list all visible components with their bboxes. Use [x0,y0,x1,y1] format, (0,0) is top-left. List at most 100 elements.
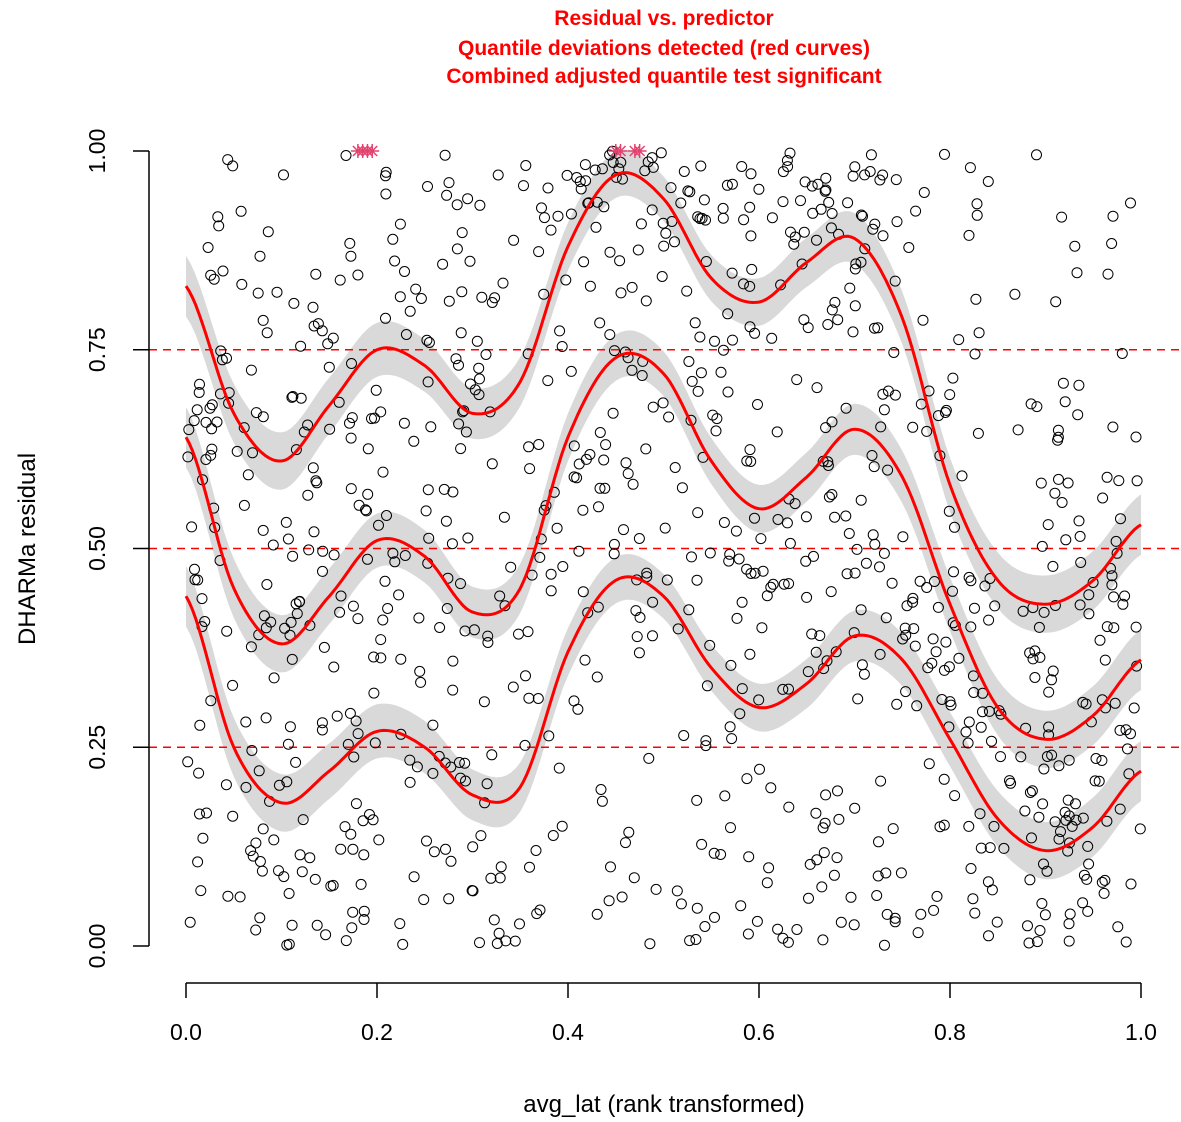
scatter-point [1050,296,1062,308]
scatter-point [829,511,841,523]
scatter-point [889,916,901,928]
scatter-point [918,187,930,198]
scatter-point [497,277,509,289]
scatter-point [494,872,506,884]
scatter-point [982,876,994,888]
scatter-point [201,807,212,819]
scatter-point [591,671,603,683]
scatter-point [817,822,829,834]
scatter-point [607,157,619,168]
scatter-point [509,935,521,947]
scatter-point [447,655,459,667]
scatter-point [197,832,209,844]
y-tick-label: 1.00 [84,129,110,174]
scatter-point [615,287,627,299]
scatter-point [534,904,546,916]
scatter-point [485,872,497,884]
scatter-point [991,916,1003,928]
scatter-point [745,168,757,180]
scatter-point [348,751,360,763]
scatter-point [453,359,464,371]
scatter-point [344,417,355,429]
scatter-point [730,525,742,537]
scatter-point [1062,477,1074,489]
scatter-point [281,939,293,951]
scatter-point [328,661,340,673]
scatter-point [849,161,861,173]
scatter-point [973,327,985,339]
scatter-point [553,762,565,774]
scatter-point [643,752,655,764]
scatter-point [880,612,892,624]
scatter-point [1107,210,1119,222]
scatter-point [1055,826,1066,838]
scatter-point [777,932,789,944]
scatter-point [519,739,531,751]
scatter-point [358,905,370,917]
scatter-point [818,847,830,859]
scatter-point [801,591,813,603]
scatter-point [691,794,703,806]
scatter-point [640,295,652,307]
scatter-point [422,376,434,388]
scatter-point [286,919,298,931]
scatter-point [826,489,838,500]
scatter-point [486,297,498,308]
scatter-point [840,510,852,522]
scatter-point [744,444,756,456]
scatter-point [1094,634,1106,646]
scatter-point [722,386,734,398]
scatter-point [368,651,380,663]
scatter-point [456,286,468,298]
scatter-point [362,488,374,500]
scatter-point [627,478,639,490]
outlier-star-marker [365,144,380,158]
scatter-point [938,819,950,831]
scatter-point [744,648,756,660]
scatter-point [590,221,602,233]
scatter-point [577,504,589,516]
scatter-point [350,715,362,727]
scatter-point [821,655,833,667]
scatter-point [387,547,399,559]
scatter-point [596,795,608,807]
scatter-point [796,258,808,270]
scatter-point [1005,777,1017,789]
scatter-point [441,603,453,614]
scatter-point [184,916,196,928]
scatter-point [1049,600,1061,611]
scatter-point [221,352,232,364]
scatter-point [860,557,872,569]
scatter-point [825,586,837,598]
scatter-point [877,169,889,181]
scatter-point [591,908,603,920]
scatter-point [1070,814,1082,826]
scatter-point [247,850,259,862]
scatter-point [1128,702,1140,714]
scatter-point [513,628,524,640]
scatter-point [1125,878,1137,890]
scatter-point [347,843,359,855]
scatter-point [1053,833,1065,845]
scatter-point [969,907,981,919]
scatter-point [598,201,610,213]
scatter-point [1059,396,1071,408]
scatter-point [257,524,269,536]
scatter-point [766,212,778,224]
scatter-point [700,735,712,747]
scatter-point [352,269,364,281]
scatter-point [1083,589,1095,601]
scatter-point [279,622,291,634]
scatter-point [508,234,520,246]
scatter-point [271,286,283,298]
scatter-point [545,224,557,236]
scatter-point [215,345,227,357]
scatter-point [1093,775,1105,787]
scatter-point [345,250,357,262]
scatter-point [699,921,711,932]
x-tick-label: 0.0 [170,1019,202,1045]
scatter-point [725,822,736,834]
scatter-point [1082,905,1094,917]
scatter-point [731,612,743,624]
